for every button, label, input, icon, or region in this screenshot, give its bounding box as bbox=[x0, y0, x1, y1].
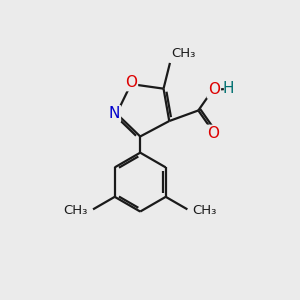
Text: CH₃: CH₃ bbox=[171, 47, 196, 60]
Text: CH₃: CH₃ bbox=[63, 204, 88, 217]
Text: N: N bbox=[109, 106, 120, 121]
Text: O: O bbox=[125, 75, 137, 90]
Text: O: O bbox=[207, 126, 219, 141]
Text: O: O bbox=[208, 82, 220, 98]
Text: H: H bbox=[222, 81, 234, 96]
Text: CH₃: CH₃ bbox=[193, 204, 217, 217]
